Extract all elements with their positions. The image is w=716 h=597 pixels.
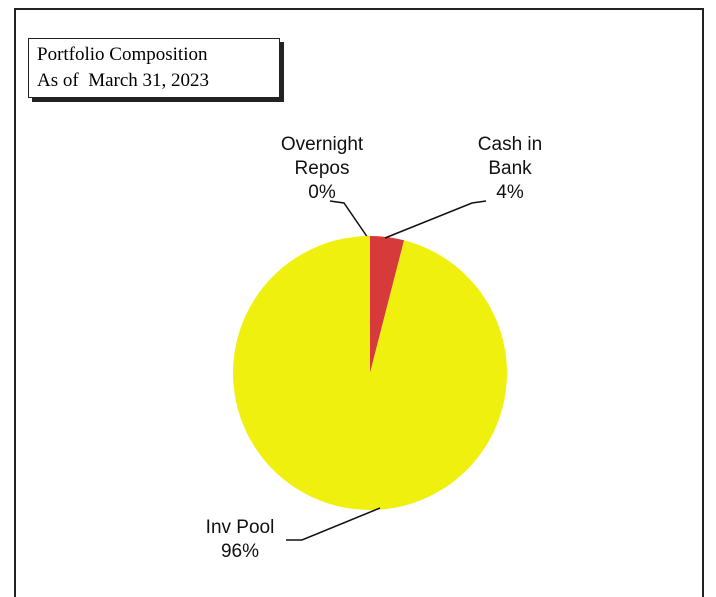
leader-line — [384, 200, 487, 239]
title-box: Portfolio Composition As of March 31, 20… — [28, 38, 280, 98]
slice-label: Inv Pool 96% — [190, 516, 290, 564]
category-label: Overnight Repos — [280, 134, 364, 179]
slice-label: Overnight Repos 0% — [267, 133, 377, 205]
value-label: 96% — [220, 541, 260, 562]
chart-subtitle: As of March 31, 2023 — [37, 70, 210, 91]
category-label: Inv Pool — [205, 517, 275, 538]
chart-title: Portfolio Composition — [37, 44, 208, 65]
leader-line — [286, 507, 381, 541]
pie-slice — [233, 236, 508, 510]
pie-slice — [370, 236, 405, 373]
value-label: 0% — [308, 182, 336, 203]
leader-line — [329, 200, 369, 239]
value-label: 4% — [496, 182, 524, 203]
category-label: Cash in Bank — [477, 134, 543, 179]
chart-frame — [14, 8, 704, 597]
slice-label: Cash in Bank 4% — [470, 133, 550, 205]
